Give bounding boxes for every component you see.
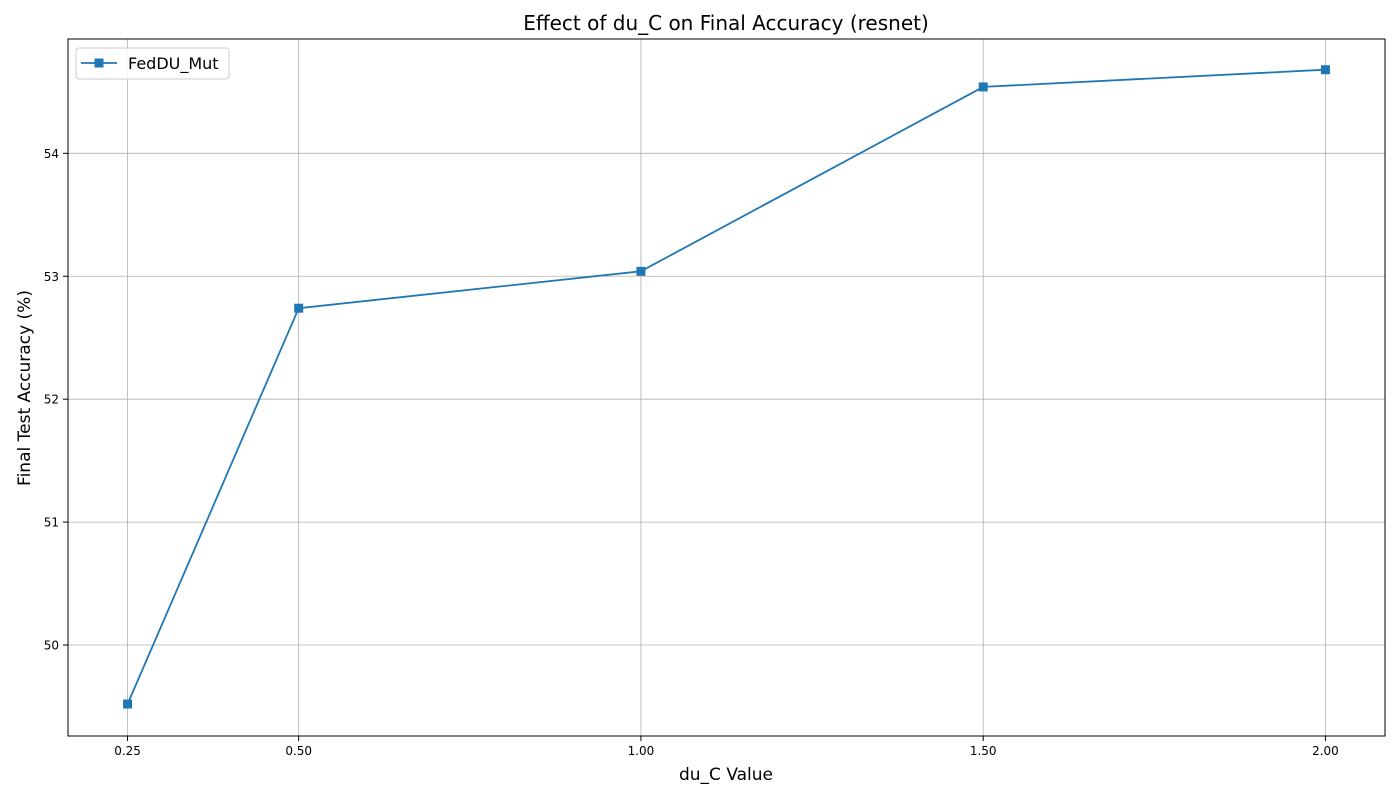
x-tick-label: 2.00 xyxy=(1312,744,1339,758)
y-tick-label: 53 xyxy=(44,270,59,284)
data-point xyxy=(294,303,304,313)
data-point xyxy=(1320,65,1330,75)
y-tick-label: 52 xyxy=(44,393,59,407)
x-tick-label: 0.50 xyxy=(285,744,312,758)
chart-title: Effect of du_C on Final Accuracy (resnet… xyxy=(523,11,929,35)
grid-lines xyxy=(68,39,1385,736)
x-tick-label: 0.25 xyxy=(114,744,141,758)
y-tick-label: 50 xyxy=(44,639,59,653)
x-tick-label: 1.00 xyxy=(628,744,655,758)
data-point xyxy=(978,82,988,92)
legend-box xyxy=(75,47,230,80)
data-point xyxy=(636,266,646,276)
y-tick-label: 51 xyxy=(44,516,59,530)
axis-ticks: 0.25 0.50 1.00 1.50 2.00 50 51 52 53 54 xyxy=(44,147,1339,758)
legend: FedDU_Mut xyxy=(75,47,230,80)
plot-frame xyxy=(67,38,1386,737)
y-tick-label: 54 xyxy=(44,147,59,161)
data-point xyxy=(123,699,133,709)
x-axis-label: du_C Value xyxy=(679,765,773,785)
x-tick-label: 1.50 xyxy=(970,744,997,758)
legend-label-feddu-mut: FedDU_Mut xyxy=(128,54,219,74)
series-line-feddu-mut xyxy=(126,68,1326,705)
legend-marker-feddu-mut xyxy=(94,58,104,68)
y-axis-label: Final Test Accuracy (%) xyxy=(15,290,35,486)
series-layer xyxy=(123,65,1330,709)
